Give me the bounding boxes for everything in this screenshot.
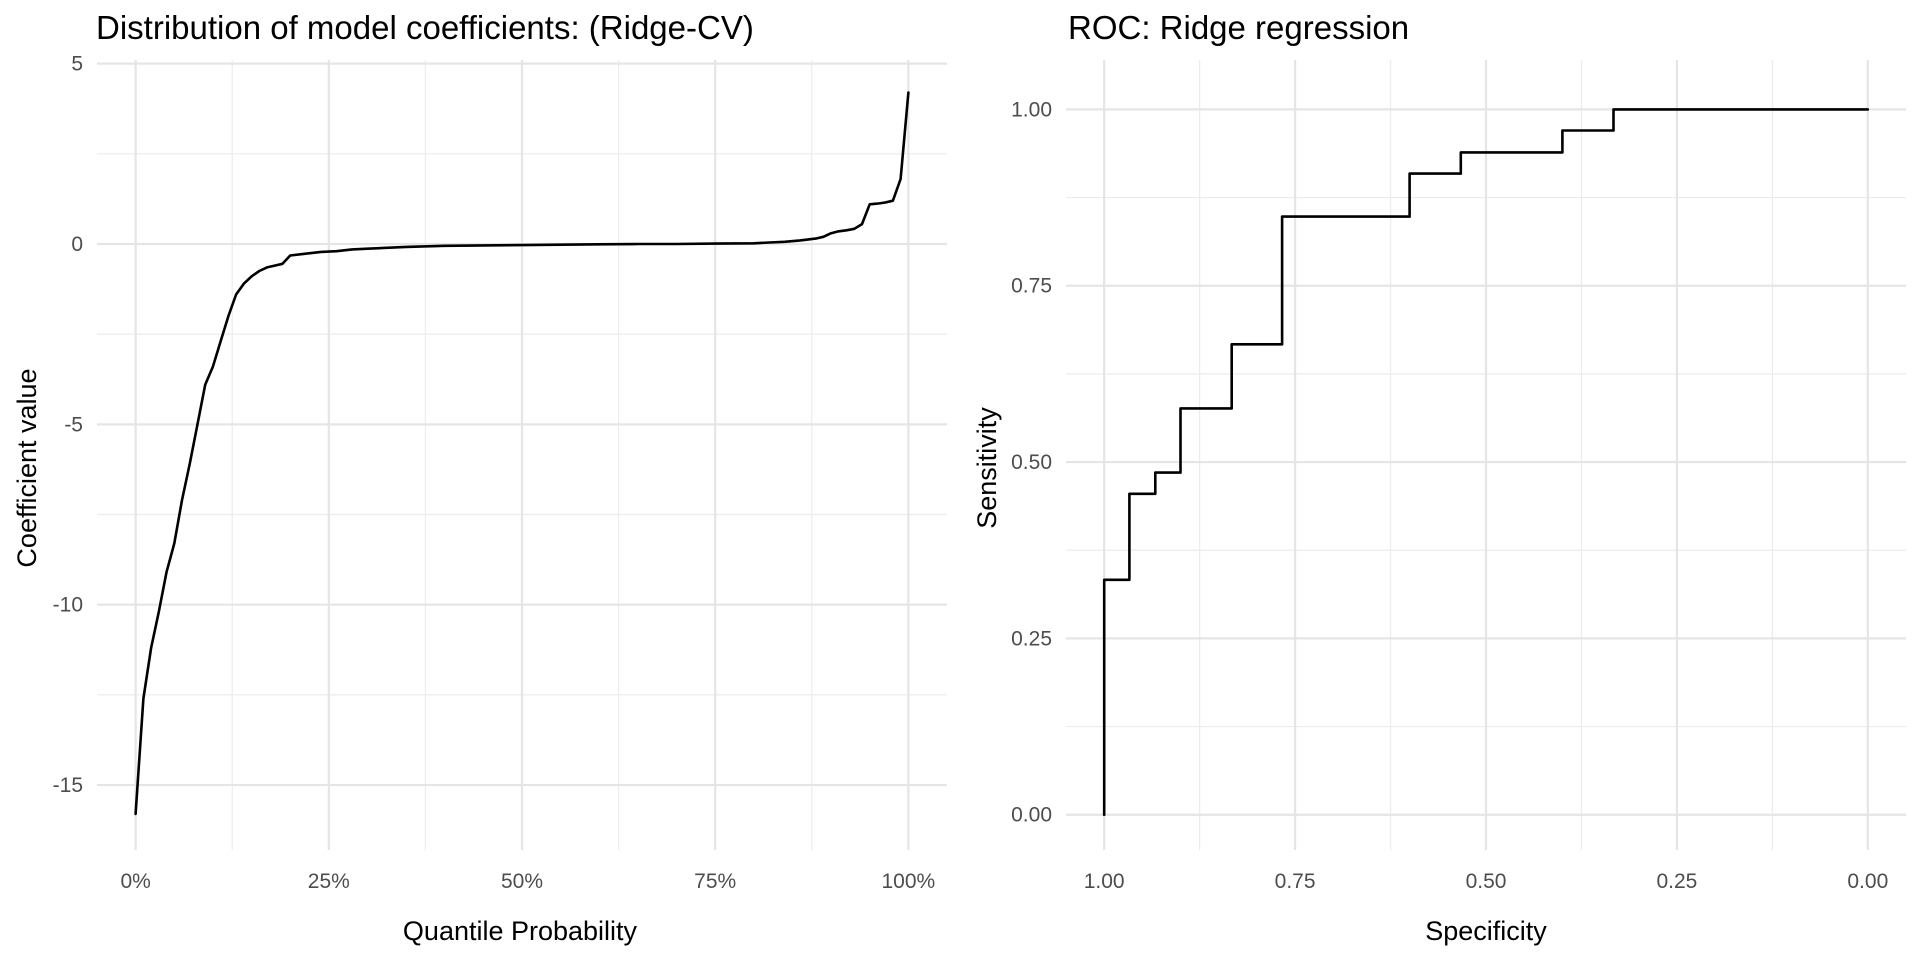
roc-x-tick-label: 0.50 bbox=[1466, 870, 1507, 893]
roc-series-line bbox=[1102, 108, 1870, 817]
roc-y-tick-label: 0.75 bbox=[1011, 275, 1052, 298]
coefficient-x-tick-label: 50% bbox=[501, 870, 543, 893]
roc-chart-title: ROC: Ridge regression bbox=[1068, 9, 1409, 46]
coefficient-y-tick-label: 5 bbox=[71, 53, 83, 76]
coefficient-x-tick-label: 25% bbox=[308, 870, 350, 893]
coefficient-y-tick-label: 0 bbox=[71, 233, 83, 256]
roc-x-tick-label: 0.75 bbox=[1275, 870, 1316, 893]
roc-x-axis-title: Specificity bbox=[1425, 916, 1547, 946]
coefficient-y-tick-label: -15 bbox=[53, 774, 83, 797]
coefficient-tick-labels: 0% 25% 50% 75% 100% 5 0 -5 -10 -15 bbox=[53, 53, 936, 893]
coefficient-x-tick-label: 0% bbox=[120, 870, 150, 893]
coefficient-x-axis-title: Quantile Probability bbox=[403, 916, 638, 946]
coefficient-x-tick-label: 100% bbox=[882, 870, 936, 893]
roc-y-tick-label: 0.50 bbox=[1011, 451, 1052, 474]
coefficient-y-tick-label: -10 bbox=[53, 594, 83, 617]
roc-x-tick-label: 1.00 bbox=[1084, 870, 1125, 893]
roc-x-tick-label: 0.25 bbox=[1656, 870, 1697, 893]
coefficient-series bbox=[134, 91, 910, 816]
roc-y-tick-label: 0.25 bbox=[1011, 627, 1052, 650]
coefficient-y-tick-label: -5 bbox=[64, 413, 83, 436]
roc-grid bbox=[1066, 60, 1906, 850]
coefficient-chart-title: Distribution of model coefficients: (Rid… bbox=[96, 9, 754, 46]
coefficient-y-axis-title: Coefficient value bbox=[12, 368, 42, 567]
coefficient-series-line bbox=[134, 91, 910, 816]
coefficient-x-tick-label: 75% bbox=[694, 870, 736, 893]
roc-series bbox=[1102, 108, 1870, 817]
roc-tick-labels: 1.00 0.75 0.50 0.25 0.00 0.00 0.25 0.50 0.75 1.00 bbox=[1011, 98, 1888, 893]
coefficient-grid bbox=[97, 60, 947, 850]
roc-y-tick-label: 1.00 bbox=[1011, 98, 1052, 121]
coefficient-distribution-panel: 0% 25% 50% 75% 100% 5 0 -5 -10 -15 Distribution o… bbox=[12, 9, 947, 946]
roc-x-tick-label: 0.00 bbox=[1847, 870, 1888, 893]
roc-y-axis-title: Sensitivity bbox=[972, 407, 1002, 529]
roc-y-tick-label: 0.00 bbox=[1011, 804, 1052, 827]
roc-curve-panel: 1.00 0.75 0.50 0.25 0.000.000.250.500.751.00… bbox=[972, 9, 1906, 946]
